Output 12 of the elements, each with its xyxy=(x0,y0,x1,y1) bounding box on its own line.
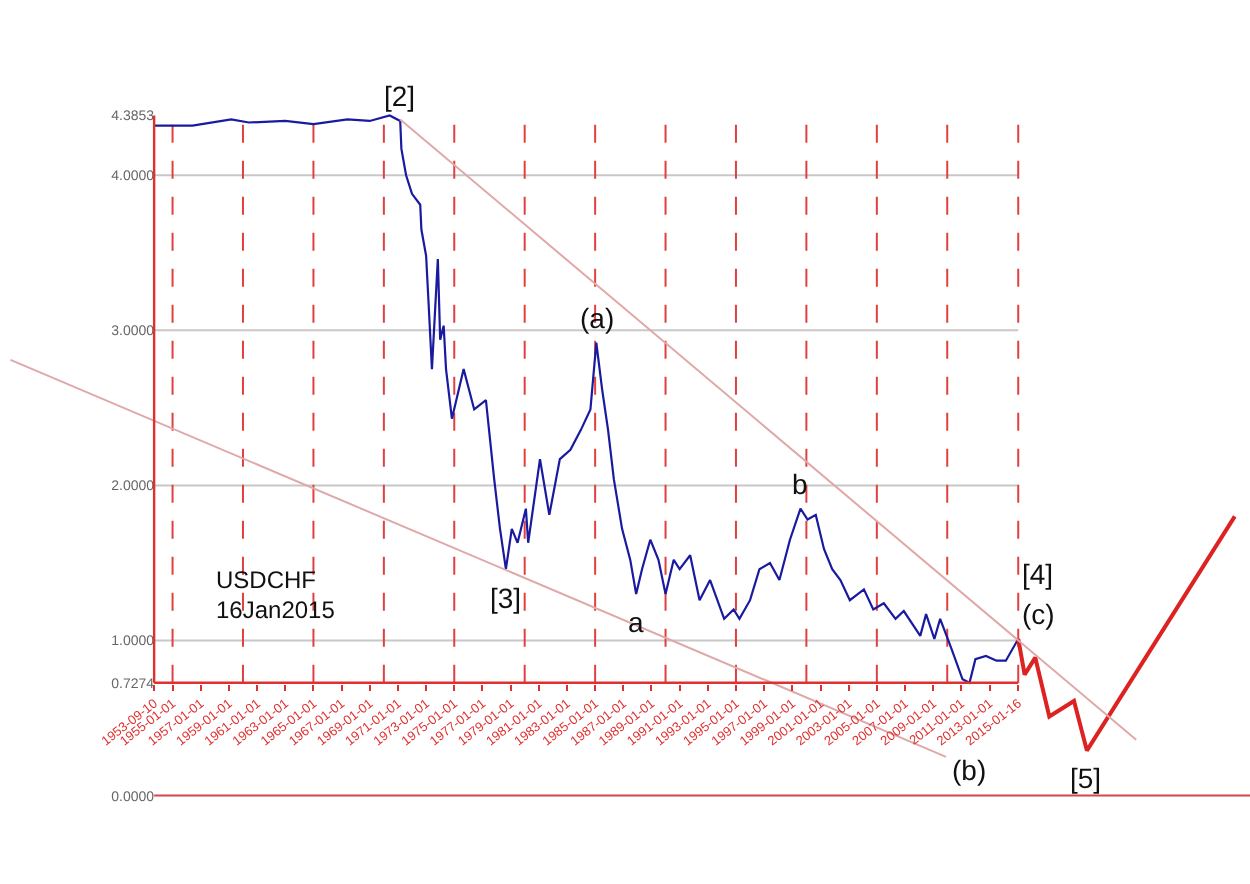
annotation: [5] xyxy=(1070,762,1102,794)
annotation: [3] xyxy=(490,582,522,614)
annotation: (a) xyxy=(580,302,615,334)
annotation: [4] xyxy=(1022,558,1054,590)
annotation: a xyxy=(628,606,644,638)
line-series xyxy=(153,114,1020,684)
annotation: (c) xyxy=(1022,598,1055,630)
annotation: USDCHF xyxy=(216,566,316,594)
annotation: (b) xyxy=(952,754,987,786)
annotation: [2] xyxy=(384,80,416,112)
annotation: 16Jan2015 xyxy=(216,596,336,624)
annotation: b xyxy=(792,468,808,500)
